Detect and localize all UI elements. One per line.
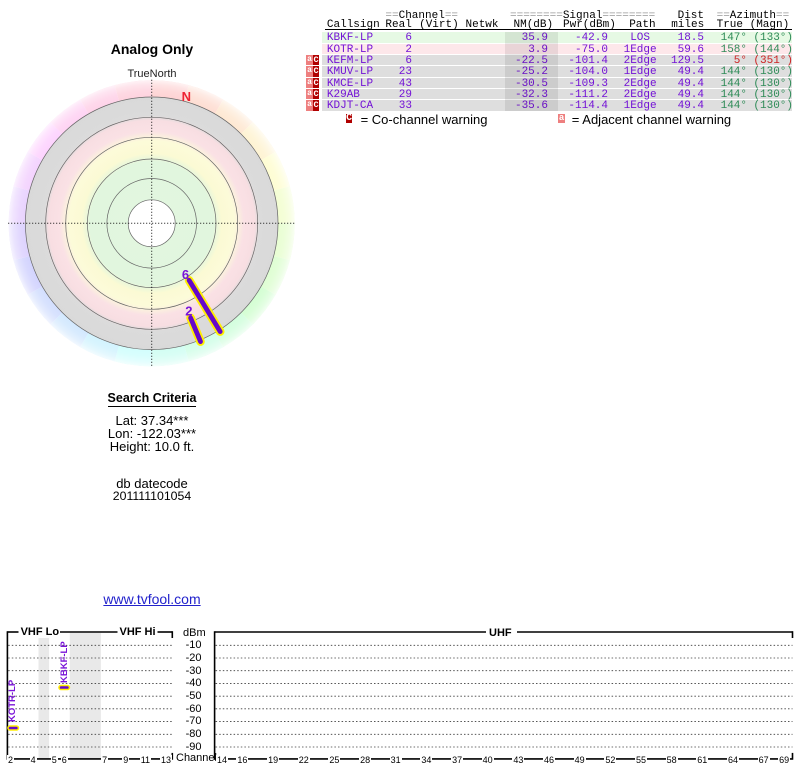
svg-text:6: 6	[182, 267, 189, 282]
svg-text:N: N	[182, 89, 191, 104]
svg-text:2: 2	[185, 303, 192, 318]
